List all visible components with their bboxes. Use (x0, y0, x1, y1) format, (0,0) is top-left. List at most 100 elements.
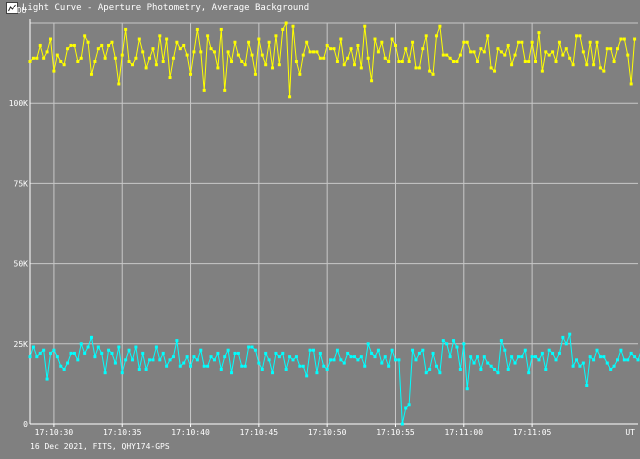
data-point (137, 37, 141, 41)
data-point (581, 50, 585, 54)
data-point (424, 371, 428, 375)
data-point (168, 358, 172, 362)
data-point (301, 364, 305, 368)
data-point (503, 53, 507, 57)
data-point (393, 358, 397, 362)
data-point (335, 348, 339, 352)
data-point (120, 53, 124, 57)
data-point (96, 47, 100, 51)
data-point (247, 345, 251, 349)
data-point (62, 63, 66, 67)
data-point (171, 355, 175, 359)
data-point (575, 358, 579, 362)
data-point (564, 342, 568, 346)
series-line (29, 334, 640, 425)
data-point (117, 82, 121, 86)
data-point (281, 351, 285, 355)
data-point (212, 358, 216, 362)
data-point (260, 367, 264, 371)
data-point (28, 355, 32, 359)
data-point (325, 367, 329, 371)
data-point (182, 361, 186, 365)
data-point (380, 361, 384, 365)
x-tick-label: 17:10:40 (171, 428, 210, 437)
data-point (219, 27, 223, 31)
data-point (151, 358, 155, 362)
data-point (493, 69, 497, 73)
data-point (192, 50, 196, 54)
data-point (482, 355, 486, 359)
data-point (516, 40, 520, 44)
data-point (89, 72, 93, 76)
data-point (312, 50, 316, 54)
data-point (96, 345, 100, 349)
data-point (619, 37, 623, 41)
data-point (547, 348, 551, 352)
chart-icon[interactable] (6, 2, 18, 14)
data-point (86, 40, 90, 44)
data-point (493, 367, 497, 371)
data-point (527, 371, 531, 375)
data-point (534, 355, 538, 359)
data-point (100, 43, 104, 47)
data-point (72, 43, 76, 47)
data-point (178, 47, 182, 51)
data-point (612, 59, 616, 63)
data-point (31, 345, 35, 349)
data-point (130, 358, 134, 362)
data-point (35, 56, 39, 60)
data-point (520, 40, 524, 44)
data-point (472, 50, 476, 54)
data-point (308, 348, 312, 352)
data-point (387, 59, 391, 63)
data-point (298, 72, 302, 76)
data-point (86, 345, 90, 349)
data-point (411, 348, 415, 352)
data-point (264, 63, 268, 67)
x-tick-label: 17:10:45 (240, 428, 279, 437)
data-point (144, 367, 148, 371)
data-point (554, 59, 558, 63)
data-point (510, 355, 514, 359)
data-point (407, 403, 411, 407)
data-point (489, 364, 493, 368)
x-tick-label: 17:10:50 (308, 428, 347, 437)
data-point (178, 364, 182, 368)
data-point (356, 43, 360, 47)
data-point (199, 50, 203, 54)
y-tick-label: 0 (23, 420, 28, 429)
data-point (202, 88, 206, 92)
data-point (257, 361, 261, 365)
data-point (616, 47, 620, 51)
data-point (472, 361, 476, 365)
data-point (475, 355, 479, 359)
data-point (551, 351, 555, 355)
data-point (329, 358, 333, 362)
data-point (352, 355, 356, 359)
data-point (83, 34, 87, 38)
data-point (264, 351, 268, 355)
data-point (291, 24, 295, 28)
data-point (612, 364, 616, 368)
data-point (226, 50, 230, 54)
data-point (72, 351, 76, 355)
data-point (329, 47, 333, 51)
data-point (547, 53, 551, 57)
x-tick-label: 17:11:05 (513, 428, 552, 437)
data-point (66, 47, 70, 51)
data-point (38, 43, 42, 47)
data-point (595, 348, 599, 352)
data-point (407, 59, 411, 63)
data-point (397, 358, 401, 362)
data-point (397, 59, 401, 63)
data-point (48, 351, 52, 355)
data-point (479, 367, 483, 371)
data-point (359, 66, 363, 70)
data-point (277, 63, 281, 67)
data-point (315, 50, 319, 54)
data-point (250, 345, 254, 349)
data-point (489, 66, 493, 70)
data-point (318, 351, 322, 355)
y-tick-label: 25K (14, 340, 29, 349)
data-point (530, 355, 534, 359)
